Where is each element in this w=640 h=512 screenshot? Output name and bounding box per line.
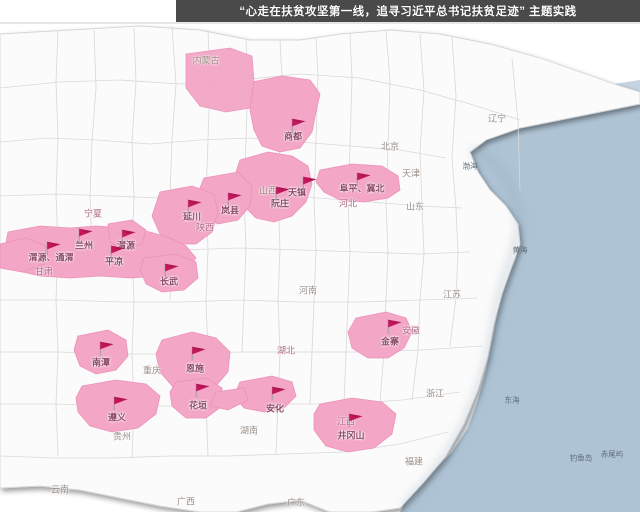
header-bar: “心走在扶贫攻坚第一线，追寻习近平总书记扶贫足迹” 主题实践: [176, 0, 640, 22]
region-inner-mongolia-west[interactable]: [185, 47, 255, 113]
coast-shading: [401, 146, 524, 511]
region-yanchuan[interactable]: [151, 185, 219, 245]
highlighted-regions: [0, 47, 413, 453]
china-landmass: [0, 25, 640, 512]
land-base: [0, 25, 640, 512]
page-title: “心走在扶贫攻坚第一线，追寻习近平总书记扶贫足迹” 主题实践: [239, 6, 577, 18]
region-zunyi[interactable]: [75, 379, 161, 433]
region-nanchuan[interactable]: [73, 329, 129, 375]
region-jinggangshan[interactable]: [313, 397, 397, 453]
region-gansu-tail[interactable]: [0, 237, 47, 273]
region-fuping-jibei[interactable]: [315, 163, 401, 203]
region-shangdu[interactable]: [249, 75, 321, 153]
sea-east: [400, 104, 640, 512]
region-anhua-tail[interactable]: [209, 387, 249, 411]
header-blank-left: [0, 0, 176, 22]
region-changwu[interactable]: [139, 253, 199, 293]
header-underline: [0, 22, 640, 24]
